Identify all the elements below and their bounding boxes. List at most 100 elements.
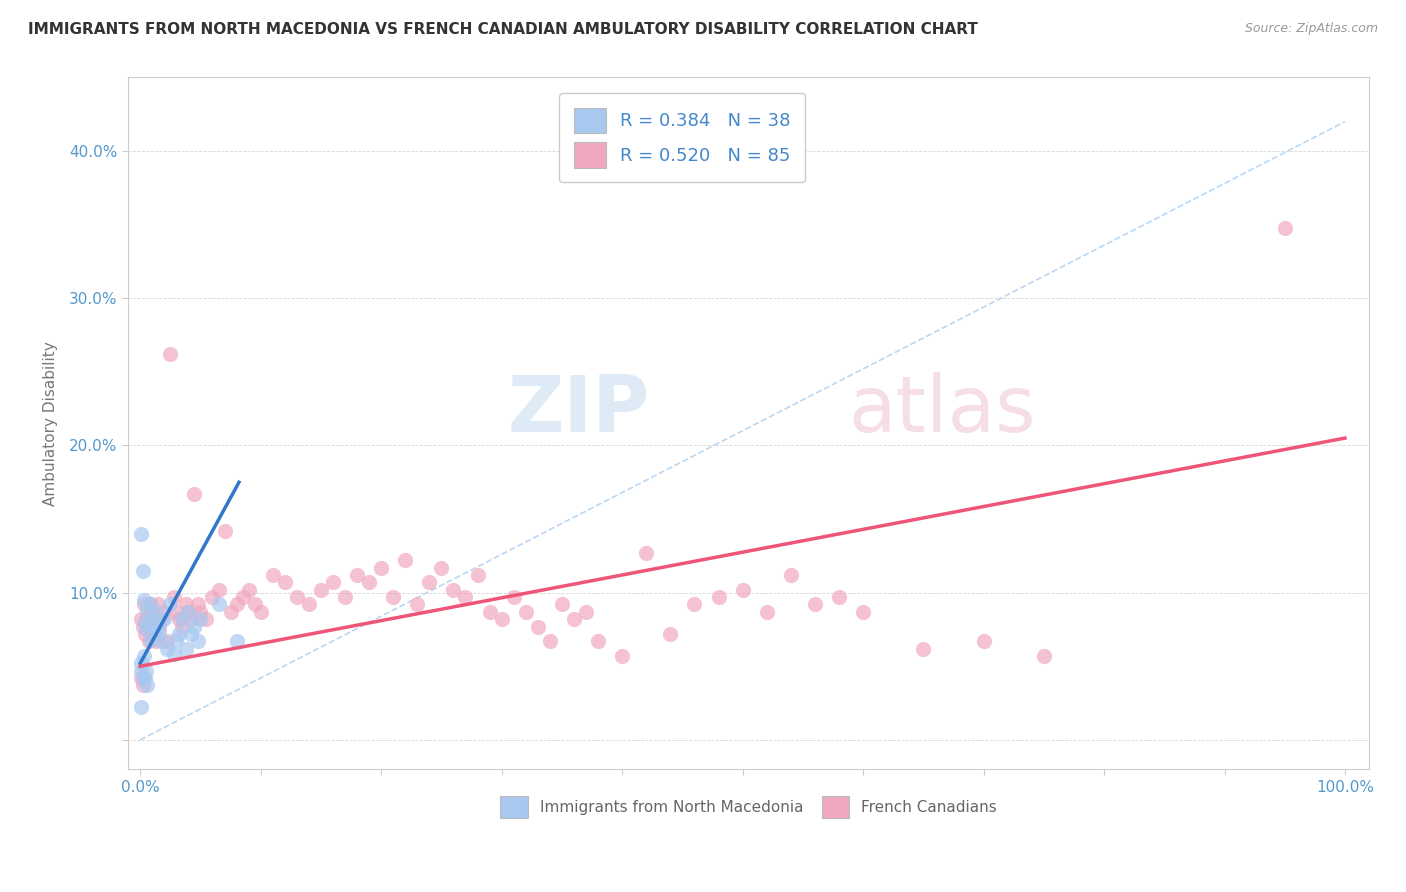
Point xyxy=(183,487,205,501)
Point xyxy=(382,590,405,604)
Y-axis label: Ambulatory Disability: Ambulatory Disability xyxy=(44,341,58,506)
Point xyxy=(167,627,190,641)
Point xyxy=(159,598,181,612)
Point xyxy=(131,664,153,678)
Point xyxy=(131,678,153,692)
Point xyxy=(136,603,159,617)
Point xyxy=(430,560,453,574)
Point xyxy=(139,605,162,619)
Point xyxy=(707,590,730,604)
Point xyxy=(172,612,194,626)
Point xyxy=(131,671,153,685)
Point xyxy=(207,582,229,597)
Point xyxy=(912,641,935,656)
Point xyxy=(131,526,153,541)
Point xyxy=(852,605,875,619)
Point xyxy=(973,634,995,648)
Point xyxy=(755,605,778,619)
Point xyxy=(443,582,465,597)
Point xyxy=(165,605,187,619)
Point xyxy=(219,605,242,619)
Point xyxy=(135,623,157,637)
Point xyxy=(134,627,156,641)
Point xyxy=(659,627,682,641)
Point xyxy=(515,605,537,619)
Point xyxy=(145,605,167,619)
Text: ZIP: ZIP xyxy=(508,372,650,448)
Point xyxy=(177,605,200,619)
Point xyxy=(575,605,598,619)
Point xyxy=(145,634,167,648)
Point xyxy=(139,632,162,647)
Point xyxy=(586,634,609,648)
Point xyxy=(132,648,155,663)
Point xyxy=(195,612,218,626)
Point xyxy=(238,582,260,597)
Point xyxy=(346,568,368,582)
Point xyxy=(370,560,392,574)
Point xyxy=(190,612,212,626)
Point xyxy=(134,615,156,629)
Text: Source: ZipAtlas.com: Source: ZipAtlas.com xyxy=(1244,22,1378,36)
Point xyxy=(138,618,160,632)
Point xyxy=(225,598,247,612)
Point xyxy=(135,612,157,626)
Point xyxy=(153,612,176,626)
Point xyxy=(214,524,236,538)
Point xyxy=(322,575,344,590)
Point xyxy=(180,612,202,626)
Point xyxy=(491,612,513,626)
Point xyxy=(1274,220,1296,235)
Text: atlas: atlas xyxy=(848,372,1035,448)
Point xyxy=(454,590,477,604)
Point xyxy=(225,634,247,648)
Point xyxy=(828,590,851,604)
Legend: Immigrants from North Macedonia, French Canadians: Immigrants from North Macedonia, French … xyxy=(494,790,1004,824)
Point xyxy=(526,619,548,633)
Point xyxy=(1032,648,1054,663)
Point xyxy=(163,648,186,662)
Point xyxy=(562,612,585,626)
Point xyxy=(551,598,574,612)
Point xyxy=(139,598,162,612)
Point xyxy=(177,605,200,619)
Point xyxy=(136,619,159,633)
Point xyxy=(731,582,754,597)
Point xyxy=(636,546,658,560)
Point xyxy=(333,590,356,604)
Point xyxy=(131,619,153,633)
Point xyxy=(159,347,181,361)
Point xyxy=(172,619,194,633)
Point xyxy=(285,590,308,604)
Point xyxy=(148,618,170,632)
Point xyxy=(406,598,429,612)
Point xyxy=(138,634,160,648)
Point xyxy=(148,625,170,640)
Point xyxy=(148,598,170,612)
Point xyxy=(538,634,561,648)
Point xyxy=(150,634,173,648)
Point xyxy=(131,700,153,714)
Point xyxy=(131,564,153,578)
Point xyxy=(141,612,163,626)
Point xyxy=(139,598,162,612)
Point xyxy=(309,582,332,597)
Point xyxy=(163,590,186,604)
Point xyxy=(136,678,159,692)
Point xyxy=(156,641,179,656)
Point xyxy=(131,671,153,685)
Point xyxy=(143,627,166,641)
Point xyxy=(394,553,416,567)
Point xyxy=(156,634,179,648)
Point xyxy=(190,605,212,619)
Point xyxy=(131,657,153,671)
Point xyxy=(131,612,153,626)
Point xyxy=(187,598,209,612)
Point xyxy=(478,605,501,619)
Point xyxy=(134,671,156,685)
Point xyxy=(467,568,489,582)
Point xyxy=(132,598,155,612)
Point xyxy=(243,598,266,612)
Point xyxy=(180,627,202,641)
Point xyxy=(274,575,297,590)
